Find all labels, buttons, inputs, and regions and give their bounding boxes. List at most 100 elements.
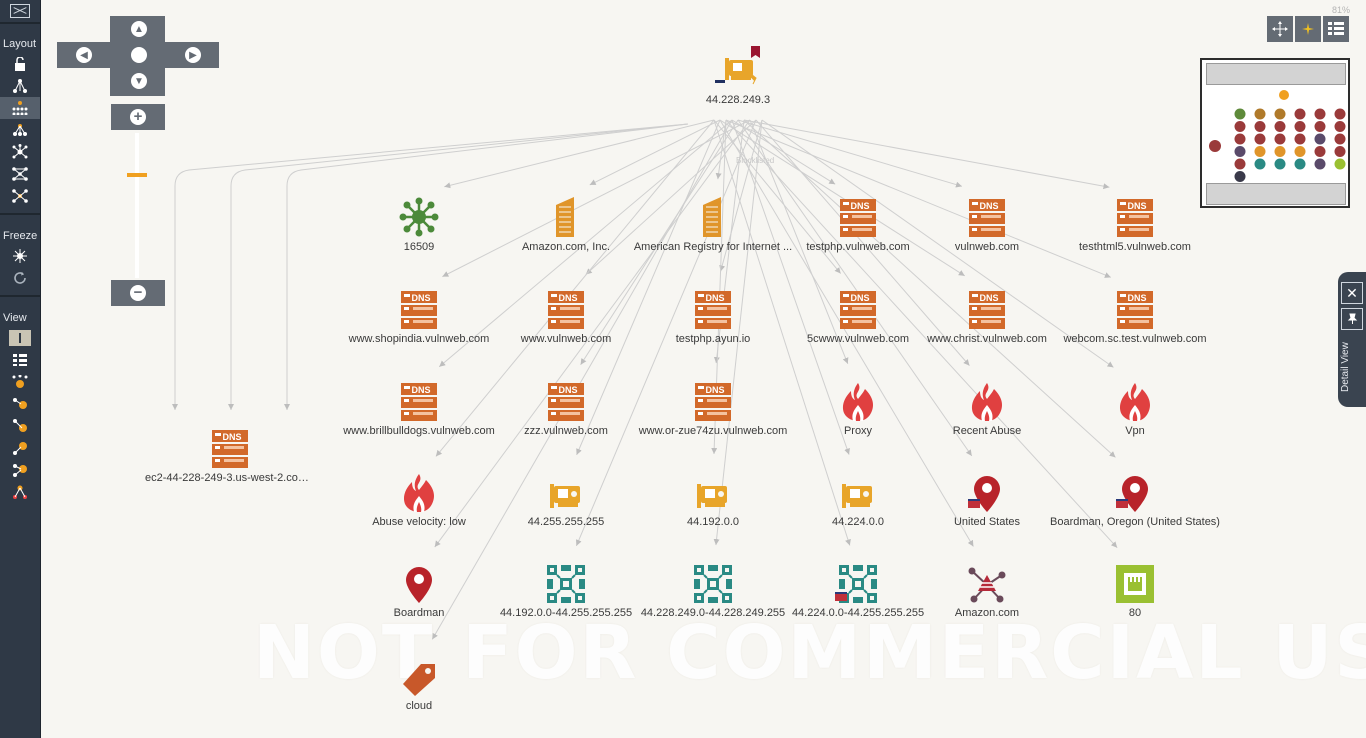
sparkle-icon bbox=[1302, 23, 1314, 35]
entity-label: Vpn bbox=[1125, 425, 1145, 437]
edge-line bbox=[715, 119, 727, 180]
link-branch-icon bbox=[13, 442, 27, 455]
view-link-b-button[interactable] bbox=[0, 415, 40, 437]
list-panel-icon bbox=[1328, 22, 1344, 35]
entity-node[interactable]: Vpn bbox=[1050, 381, 1220, 437]
entity-node[interactable]: DNS testphp.vulnweb.com bbox=[773, 197, 943, 253]
close-detail-button[interactable]: ✕ bbox=[1341, 282, 1363, 304]
entity-node[interactable]: DNS testhtml5.vulnweb.com bbox=[1050, 197, 1220, 253]
entity-node[interactable]: United States bbox=[902, 472, 1072, 528]
entity-label: www.christ.vulnweb.com bbox=[927, 333, 1047, 345]
entity-node[interactable]: 44.224.0.0-44.255.255.255 bbox=[773, 563, 943, 619]
pan-right-button[interactable]: ▶ bbox=[185, 47, 201, 63]
view-list-button[interactable] bbox=[0, 349, 40, 371]
entity-node[interactable]: DNS vulnweb.com bbox=[902, 197, 1072, 253]
entity-node[interactable]: DNS www.vulnweb.com bbox=[481, 289, 651, 345]
entity-node[interactable]: 44.192.0.0-44.255.255.255 bbox=[481, 563, 651, 619]
layout-circle-button[interactable] bbox=[0, 185, 40, 207]
entity-node[interactable]: 44.224.0.0 bbox=[773, 472, 943, 528]
layout-radial-button[interactable] bbox=[0, 119, 40, 141]
entity-node[interactable]: Amazon.com bbox=[902, 563, 1072, 619]
entity-node[interactable]: 44.255.255.255 bbox=[481, 472, 651, 528]
tree-layout-icon bbox=[13, 79, 27, 93]
fit-screen-button[interactable] bbox=[1267, 16, 1293, 42]
pan-up-button[interactable]: ▲ bbox=[131, 21, 147, 37]
freeze-button[interactable] bbox=[0, 245, 40, 267]
entity-node[interactable]: DNS webcom.sc.test.vulnweb.com bbox=[1050, 289, 1220, 345]
refresh-icon bbox=[14, 272, 26, 284]
toolbar-logo-button[interactable] bbox=[0, 0, 40, 22]
entity-node[interactable]: DNS 5cwww.vulnweb.com bbox=[773, 289, 943, 345]
edge-line bbox=[719, 119, 974, 547]
entity-node[interactable]: cloud bbox=[334, 656, 504, 712]
entity-node[interactable]: DNS zzz.vulnweb.com bbox=[481, 381, 651, 437]
dns-icon: DNS bbox=[902, 289, 1072, 329]
refresh-button[interactable] bbox=[0, 267, 40, 289]
edge-line bbox=[725, 119, 1111, 278]
entity-node[interactable]: Recent Abuse bbox=[902, 381, 1072, 437]
entity-node[interactable]: DNS www.shopindia.vulnweb.com bbox=[334, 289, 504, 345]
entity-node[interactable]: Abuse velocity: low bbox=[334, 472, 504, 528]
dns-icon: DNS bbox=[145, 428, 315, 468]
list-panel-button[interactable] bbox=[1323, 16, 1349, 42]
entity-node[interactable]: DNS testphp.ayun.io bbox=[628, 289, 798, 345]
entity-label: 80 bbox=[1128, 607, 1142, 619]
entity-node[interactable]: DNS www.brillbulldogs.vulnweb.com bbox=[334, 381, 504, 437]
pin-detail-button[interactable] bbox=[1341, 308, 1363, 330]
left-toolbar: Layout Freeze View bbox=[0, 0, 41, 738]
layout-organic-button[interactable] bbox=[0, 141, 40, 163]
detail-view-label: Detail View bbox=[1340, 342, 1351, 392]
hostname-node[interactable]: DNS ec2-44-228-249-3.us-west-2.comp... bbox=[145, 428, 315, 484]
edge-line bbox=[575, 119, 757, 547]
edge-line bbox=[228, 123, 689, 410]
dns-icon: DNS bbox=[628, 381, 798, 421]
edge-line bbox=[713, 119, 763, 546]
zoom-in-button[interactable]: + bbox=[111, 104, 165, 130]
svg-text:DNS: DNS bbox=[1127, 201, 1146, 211]
pan-center-button[interactable] bbox=[131, 47, 147, 63]
entity-node[interactable]: 16509 bbox=[334, 197, 504, 253]
entity-node[interactable]: DNS www.or-zue74zu.vulnweb.com bbox=[628, 381, 798, 437]
edge-line bbox=[576, 119, 721, 456]
entity-label: Boardman, Oregon (United States) bbox=[1050, 516, 1220, 528]
layout-tree-button[interactable] bbox=[0, 75, 40, 97]
netblock-icon bbox=[773, 563, 943, 603]
layout-hierarchical-button[interactable] bbox=[0, 97, 40, 119]
entity-node[interactable]: Boardman bbox=[334, 563, 504, 619]
root-ip-node[interactable]: 44.228.249.3 bbox=[653, 46, 823, 106]
view-link-e-button[interactable] bbox=[0, 481, 40, 503]
entity-node[interactable]: 44.192.0.0 bbox=[628, 472, 798, 528]
entity-node[interactable]: Boardman, Oregon (United States) bbox=[1050, 472, 1220, 528]
zoom-out-button[interactable]: − bbox=[111, 280, 165, 306]
pan-left-button[interactable]: ◀ bbox=[76, 47, 92, 63]
card-view-icon bbox=[9, 330, 31, 346]
view-card-button[interactable] bbox=[0, 327, 40, 349]
entity-node[interactable]: American Registry for Internet ... bbox=[628, 197, 798, 253]
view-link-a-button[interactable] bbox=[0, 393, 40, 415]
edge-line bbox=[589, 119, 721, 186]
radial-layout-icon bbox=[13, 124, 27, 136]
entity-node[interactable]: Amazon.com, Inc. bbox=[481, 197, 651, 253]
view-cluster-button[interactable] bbox=[0, 371, 40, 393]
entity-node[interactable]: DNS www.christ.vulnweb.com bbox=[902, 289, 1072, 345]
cluster-icon bbox=[12, 375, 28, 388]
edge-line bbox=[172, 123, 689, 410]
hostname-label: ec2-44-228-249-3.us-west-2.comp... bbox=[145, 472, 315, 484]
entity-node[interactable]: Proxy bbox=[773, 381, 943, 437]
entity-label: 44.255.255.255 bbox=[527, 516, 605, 528]
zoom-slider-track[interactable] bbox=[135, 133, 139, 278]
edge-line bbox=[585, 119, 757, 275]
zoom-slider-thumb[interactable] bbox=[127, 173, 147, 177]
layout-grid-button[interactable] bbox=[0, 163, 40, 185]
edge-line bbox=[435, 119, 715, 457]
view-link-d-button[interactable] bbox=[0, 459, 40, 481]
location-pin-icon bbox=[902, 472, 1072, 512]
minimap[interactable] bbox=[1200, 58, 1350, 208]
view-link-c-button[interactable] bbox=[0, 437, 40, 459]
highlight-button[interactable] bbox=[1295, 16, 1321, 42]
entity-node[interactable]: 80 bbox=[1050, 563, 1220, 619]
entity-node[interactable]: 44.228.249.0-44.228.249.255 bbox=[628, 563, 798, 619]
pan-down-button[interactable]: ▼ bbox=[131, 73, 147, 89]
layout-free-button[interactable] bbox=[0, 53, 40, 75]
